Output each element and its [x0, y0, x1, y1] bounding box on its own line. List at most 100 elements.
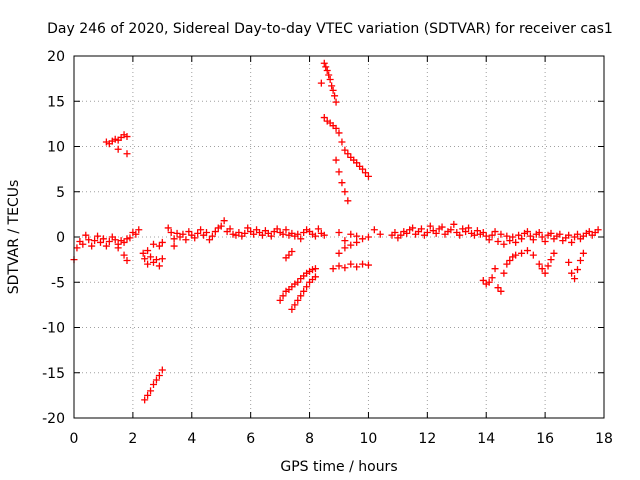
data-point [438, 223, 446, 231]
data-point [276, 296, 284, 304]
data-point [541, 269, 549, 277]
data-point [120, 251, 128, 259]
data-point [494, 238, 502, 246]
x-tick-label: 10 [360, 431, 378, 447]
data-point [538, 233, 546, 241]
y-tick-label: -15 [42, 366, 65, 382]
data-point [85, 236, 93, 244]
data-point [328, 82, 336, 90]
data-point [150, 381, 157, 389]
data-point [423, 228, 431, 236]
data-point [152, 376, 160, 384]
data-point [359, 260, 367, 268]
data-point [217, 222, 225, 230]
data-point [341, 244, 349, 252]
x-tick-label: 14 [477, 431, 495, 447]
data-point [332, 124, 340, 132]
x-tick-label: 16 [536, 431, 554, 447]
data-point [303, 283, 311, 291]
data-point [311, 273, 319, 281]
data-point [338, 138, 346, 146]
data-point [311, 232, 319, 240]
data-point [320, 114, 328, 122]
data-point [91, 237, 99, 245]
data-point [79, 240, 87, 248]
data-point [102, 242, 110, 250]
data-point [144, 260, 152, 268]
data-point [158, 366, 166, 374]
data-point [503, 232, 511, 240]
series-group [317, 79, 372, 180]
data-point [473, 227, 481, 235]
data-point [294, 278, 302, 286]
data-point [335, 129, 343, 137]
x-tick-label: 8 [305, 431, 314, 447]
data-point [497, 230, 505, 238]
data-point [485, 236, 493, 244]
data-point [335, 228, 343, 236]
data-point [182, 236, 190, 244]
data-point [344, 197, 352, 205]
series-group [141, 366, 166, 404]
data-point [311, 265, 319, 273]
data-point [353, 263, 361, 271]
y-tick-label: 20 [47, 49, 65, 65]
data-point [338, 179, 346, 187]
series-group [332, 156, 352, 205]
tick-labels: 0 2 4 6 8 10 12 14 16 18 -20 -15 -10 -5 0 5 10 15 20 [42, 49, 613, 447]
data-point [323, 66, 331, 74]
data-point [547, 256, 555, 264]
data-point [544, 262, 552, 270]
data-point [571, 275, 579, 283]
data-point [173, 229, 181, 237]
data-point [541, 238, 549, 246]
data-point [288, 305, 296, 313]
data-point [391, 228, 399, 236]
data-point [535, 228, 543, 236]
data-point [341, 237, 349, 245]
data-point [126, 234, 134, 242]
data-point [512, 238, 520, 246]
data-point [320, 59, 328, 67]
data-point [317, 79, 325, 87]
data-point [332, 98, 340, 106]
data-point [335, 262, 343, 270]
data-point [344, 150, 352, 158]
data-point [203, 228, 210, 236]
data-point [506, 237, 514, 245]
data-point [111, 236, 119, 244]
data-point [353, 159, 361, 167]
data-point [341, 188, 349, 196]
data-point [347, 230, 355, 238]
data-point [105, 238, 113, 246]
data-point [220, 217, 228, 225]
data-point [482, 232, 490, 240]
data-point [376, 230, 384, 238]
data-point [320, 231, 328, 239]
data-point [594, 226, 602, 234]
data-point [170, 235, 178, 243]
data-point [235, 228, 243, 236]
plot-frame [73, 55, 605, 419]
data-point [538, 265, 546, 273]
series-group [276, 265, 319, 304]
data-point [568, 238, 576, 246]
data-point [518, 235, 526, 243]
data-point [97, 238, 104, 246]
data-point [523, 228, 531, 236]
data-point [341, 146, 349, 154]
data-point [132, 230, 140, 238]
y-axis-label: SDTVAR / TECUs [6, 180, 22, 295]
data-point [547, 229, 555, 237]
data-point [353, 238, 361, 246]
x-tick-label: 4 [187, 431, 196, 447]
data-point [515, 231, 523, 239]
data-point [194, 229, 202, 237]
data-point [426, 222, 434, 230]
data-point [403, 229, 411, 237]
y-tick-label: -10 [42, 321, 65, 337]
data-point [282, 226, 290, 234]
y-tick-label: -20 [42, 411, 65, 427]
x-tick-label: 0 [70, 431, 79, 447]
data-point [574, 266, 581, 274]
